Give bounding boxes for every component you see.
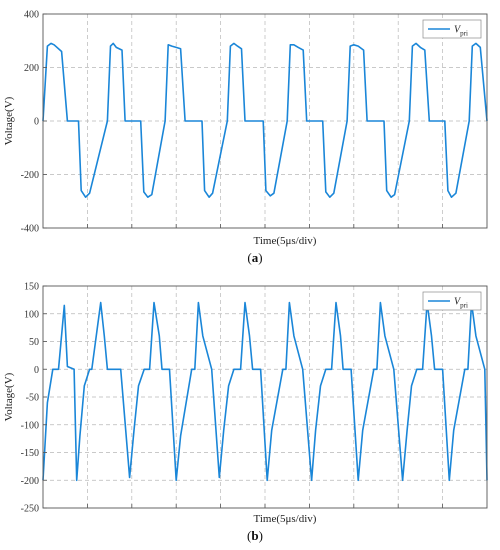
x-axis-label: Time(5μs/div) xyxy=(254,235,317,247)
series-line-vpri xyxy=(42,42,488,198)
x-axis-label: Time(5μs/div) xyxy=(254,513,317,525)
chart-panel-b: -250 -200 -150 -100 -50 0 50 100 150 Time(5μs/div… xyxy=(3,282,488,543)
y-tick-label: -200 xyxy=(21,476,39,487)
legend-box xyxy=(422,19,482,39)
series-line-vpri xyxy=(42,301,488,482)
chart-panel-a: -400 -200 0 200 400 Time(5μs/div) Voltage(V) Vp… xyxy=(3,10,488,265)
legend: Vpri xyxy=(422,291,482,311)
y-tick-label: -400 xyxy=(21,224,39,235)
y-tick-label: -150 xyxy=(21,448,39,459)
y-tick-label: -200 xyxy=(21,170,39,181)
y-tick-label: 0 xyxy=(34,117,39,128)
y-tick-label: 200 xyxy=(24,63,39,74)
y-axis-label: Voltage(V) xyxy=(3,96,15,145)
grid-lines xyxy=(43,14,487,228)
y-tick-label: 0 xyxy=(34,365,39,376)
y-tick-label: -250 xyxy=(21,504,39,515)
y-tick-label: 150 xyxy=(24,282,39,293)
legend: Vpri xyxy=(422,19,482,39)
y-axis-label: Voltage(V) xyxy=(3,372,15,421)
legend-label: Vpri xyxy=(454,25,468,38)
y-tick-label: 50 xyxy=(29,337,39,348)
panel-caption: (a) xyxy=(247,250,262,265)
y-tick-label: 400 xyxy=(24,10,39,21)
panel-caption: (b) xyxy=(247,528,263,543)
legend-label: Vpri xyxy=(454,297,468,310)
y-tick-label: -100 xyxy=(21,420,39,431)
y-tick-label: 100 xyxy=(24,309,39,320)
grid-lines xyxy=(43,286,487,508)
y-tick-label: -50 xyxy=(26,393,39,404)
legend-box xyxy=(422,291,482,311)
